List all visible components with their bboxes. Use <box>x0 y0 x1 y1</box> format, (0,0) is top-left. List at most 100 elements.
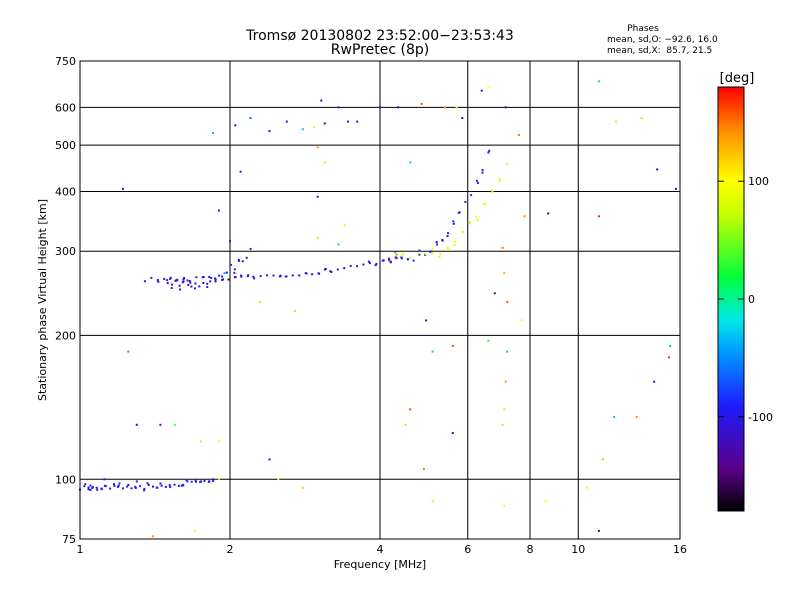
data-point <box>193 529 196 532</box>
data-point <box>461 230 464 233</box>
data-point <box>208 480 211 483</box>
data-point <box>504 106 507 109</box>
data-point <box>268 458 271 461</box>
data-point <box>272 274 275 277</box>
data-point <box>614 120 617 123</box>
data-point <box>402 252 405 255</box>
data-point <box>180 484 183 487</box>
data-point <box>400 256 403 259</box>
data-point <box>121 487 124 490</box>
data-point <box>190 480 193 483</box>
grid-layer <box>79 60 681 539</box>
data-point <box>160 484 163 487</box>
data-point <box>407 258 409 261</box>
data-point <box>506 350 509 353</box>
x-tick-labels: 1 2 4 6 8 10 16 <box>77 543 688 556</box>
data-point <box>277 478 280 481</box>
data-point <box>208 276 211 278</box>
data-point <box>168 484 171 487</box>
data-point <box>347 120 349 123</box>
data-point <box>112 483 115 486</box>
data-point <box>239 170 242 173</box>
data-point <box>640 117 643 119</box>
data-point <box>305 272 308 275</box>
data-point <box>503 272 506 275</box>
data-point <box>597 215 600 218</box>
data-point <box>127 350 130 353</box>
data-point <box>176 278 179 281</box>
y-tick-label: 500 <box>55 139 76 152</box>
data-point <box>451 345 454 347</box>
data-point <box>457 211 460 214</box>
data-point <box>476 182 479 184</box>
data-point <box>223 272 226 275</box>
data-point <box>241 260 244 263</box>
data-point <box>393 252 396 255</box>
data-point <box>431 350 434 353</box>
data-point <box>229 240 231 243</box>
data-point <box>356 120 359 123</box>
data-point <box>203 479 206 482</box>
data-point <box>504 380 507 383</box>
y-tick-labels: 75 100 200 300 400 500 600 750 <box>55 55 76 546</box>
data-point <box>210 277 213 279</box>
data-point <box>446 235 449 237</box>
data-point <box>395 257 398 260</box>
data-point <box>523 215 526 218</box>
data-point <box>238 259 241 262</box>
data-point <box>320 99 323 102</box>
data-point <box>212 478 215 481</box>
data-point <box>116 485 119 488</box>
data-point <box>118 482 121 485</box>
data-point <box>173 483 176 486</box>
data-point <box>178 284 181 287</box>
data-point <box>143 489 146 492</box>
data-point <box>337 106 340 109</box>
data-point <box>240 275 243 278</box>
data-point <box>147 484 150 486</box>
data-point <box>156 279 159 281</box>
data-point <box>170 287 173 289</box>
data-point <box>225 271 228 274</box>
data-point <box>418 253 421 256</box>
y-tick-label: 600 <box>55 101 76 114</box>
colorbar-tick-label: 100 <box>748 175 769 188</box>
data-point <box>127 484 130 486</box>
data-point <box>91 487 94 489</box>
data-point <box>245 256 248 259</box>
data-point <box>397 106 400 109</box>
data-point <box>337 243 340 246</box>
data-point <box>252 275 255 278</box>
colorbar-label: [deg] <box>720 71 755 86</box>
data-point <box>501 246 504 249</box>
data-point <box>227 278 230 281</box>
data-point <box>247 274 250 277</box>
data-point <box>475 179 478 182</box>
colorbar-tick-label: -100 <box>748 411 773 424</box>
data-point <box>475 216 478 219</box>
data-point <box>202 282 205 284</box>
data-point <box>318 272 321 275</box>
data-point <box>547 212 550 215</box>
data-point <box>409 408 412 411</box>
data-point <box>349 265 352 267</box>
y-tick-label: 400 <box>55 185 76 198</box>
data-point <box>179 288 182 291</box>
data-point <box>194 282 197 285</box>
data-point <box>233 268 236 271</box>
data-point <box>202 276 205 278</box>
data-point <box>464 201 467 203</box>
chart-title: Tromsø 20130802 23:52:00−23:53:43 <box>245 28 514 44</box>
plot-frame <box>79 60 681 540</box>
data-point <box>163 277 166 280</box>
data-point <box>438 255 441 258</box>
data-point <box>431 247 434 250</box>
data-point <box>217 209 220 212</box>
data-point <box>316 195 319 198</box>
data-point <box>404 423 407 426</box>
points-layer <box>79 80 677 538</box>
data-point <box>103 484 106 487</box>
data-point <box>209 280 212 283</box>
data-point <box>87 488 90 491</box>
data-point <box>452 222 455 225</box>
